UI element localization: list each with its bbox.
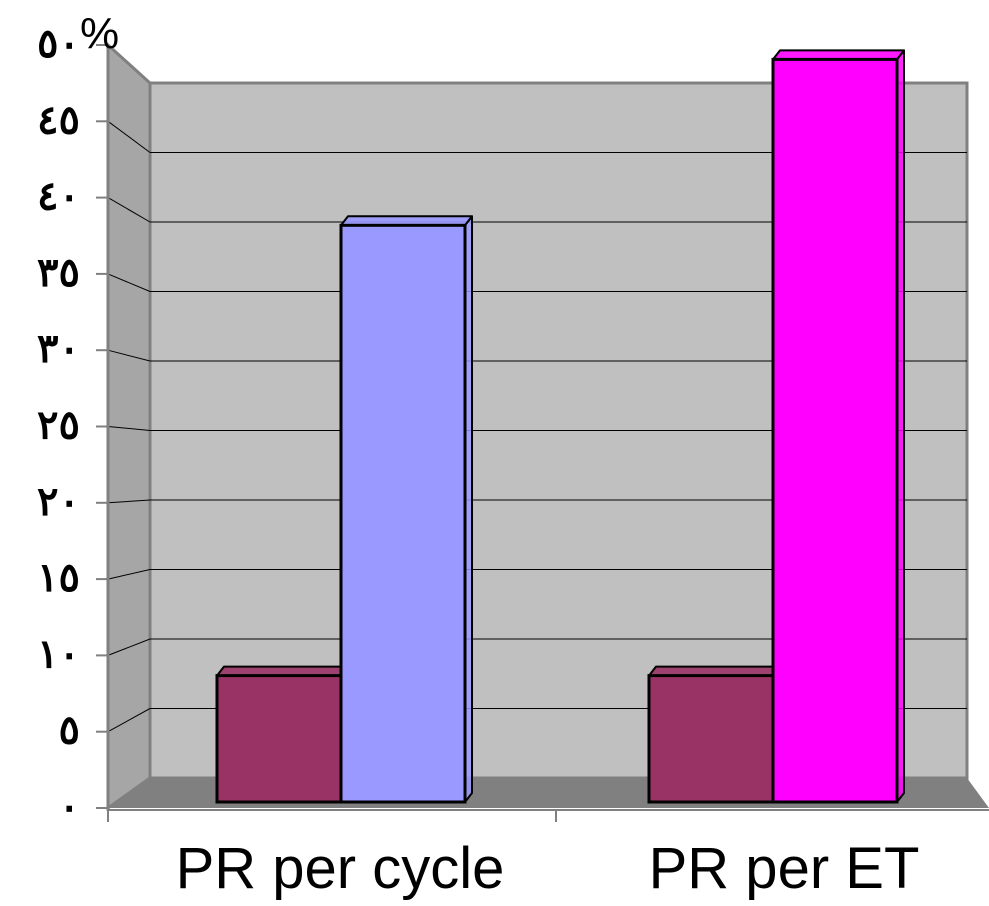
bar [771, 49, 905, 804]
bar [339, 215, 473, 804]
bar-front [215, 674, 343, 804]
y-tick-label: ٥ [59, 707, 80, 754]
y-tick-label: ٣٥ [37, 249, 80, 296]
y-tick-label: ١٥ [37, 554, 80, 601]
gridline [107, 499, 151, 504]
bar-front [339, 223, 467, 804]
y-tick-label: ٤٥ [37, 96, 80, 143]
y-tick-label: ٢٥ [37, 402, 80, 449]
gridline [107, 569, 151, 580]
gridline [107, 120, 151, 153]
gridline [107, 638, 151, 656]
bar-front [647, 674, 775, 804]
y-tick-label: ٠ [59, 783, 80, 830]
bar [215, 665, 349, 804]
gridline [107, 708, 151, 733]
chart-side-wall [106, 41, 152, 811]
y-tick-label: ٢٠ [37, 478, 80, 525]
y-axis-unit: % [80, 9, 119, 58]
y-axis-ticks: ٠ ٥ ١٠ ١٥ ٢٠ ٢٥ ٣٠ ٣٥ ٤٠ ٤٥ ٥٠ [37, 20, 108, 830]
y-tick-label: ٥٠ [37, 20, 80, 67]
bar [647, 665, 781, 804]
y-tick-label: ٤٠ [37, 173, 80, 220]
x-axis-labels: PR per cycle PR per ET [176, 836, 920, 901]
y-tick-label: ١٠ [37, 630, 80, 677]
gridline [107, 349, 151, 362]
gridline [107, 273, 151, 292]
bars [215, 49, 905, 804]
y-tick-label: ٣٠ [37, 325, 80, 372]
bar-front [771, 57, 899, 804]
gridline [107, 426, 151, 431]
gridline [107, 197, 151, 223]
x-category-label: PR per cycle [176, 836, 505, 901]
x-category-label: PR per ET [649, 836, 920, 901]
